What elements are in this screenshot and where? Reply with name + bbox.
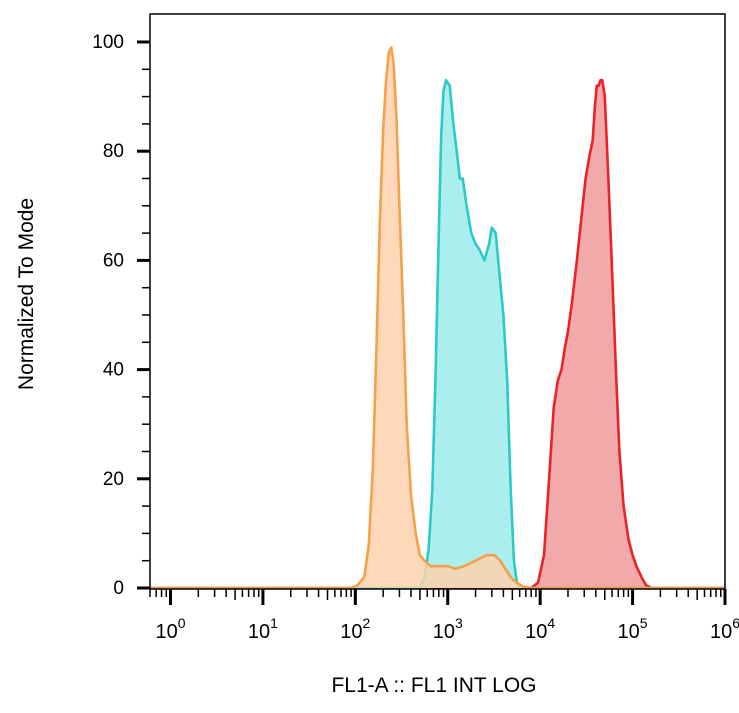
- x-tick-label: 102: [340, 615, 370, 643]
- x-tick-label: 101: [248, 615, 278, 643]
- series-0-area: [150, 80, 725, 588]
- y-axis-title: Normalized To Mode: [15, 198, 38, 390]
- series-0-line: [150, 78, 725, 590]
- x-tick-label: 103: [433, 615, 463, 643]
- series-1-line: [150, 78, 725, 590]
- x-tick-label: 105: [618, 615, 648, 643]
- y-tick-label: 20: [103, 469, 124, 490]
- y-tick-label: 60: [103, 250, 124, 271]
- x-tick-label: 106: [710, 615, 739, 643]
- plot-frame: [149, 13, 726, 590]
- y-tick-label: 80: [103, 141, 124, 162]
- y-tick-label: 40: [103, 360, 124, 381]
- axis-layer: 0 20 40 60 80 100 100 101 102 103 104 105 106: [92, 32, 739, 643]
- y-tick-label: 0: [113, 578, 124, 599]
- x-tick-label: 100: [155, 615, 185, 643]
- series-2-line: [150, 46, 725, 590]
- y-tick-label: 100: [92, 32, 124, 53]
- x-axis-title: FL1-A :: FL1 INT LOG: [331, 674, 536, 697]
- series-layer: [150, 46, 725, 590]
- x-tick-label: 104: [525, 615, 555, 643]
